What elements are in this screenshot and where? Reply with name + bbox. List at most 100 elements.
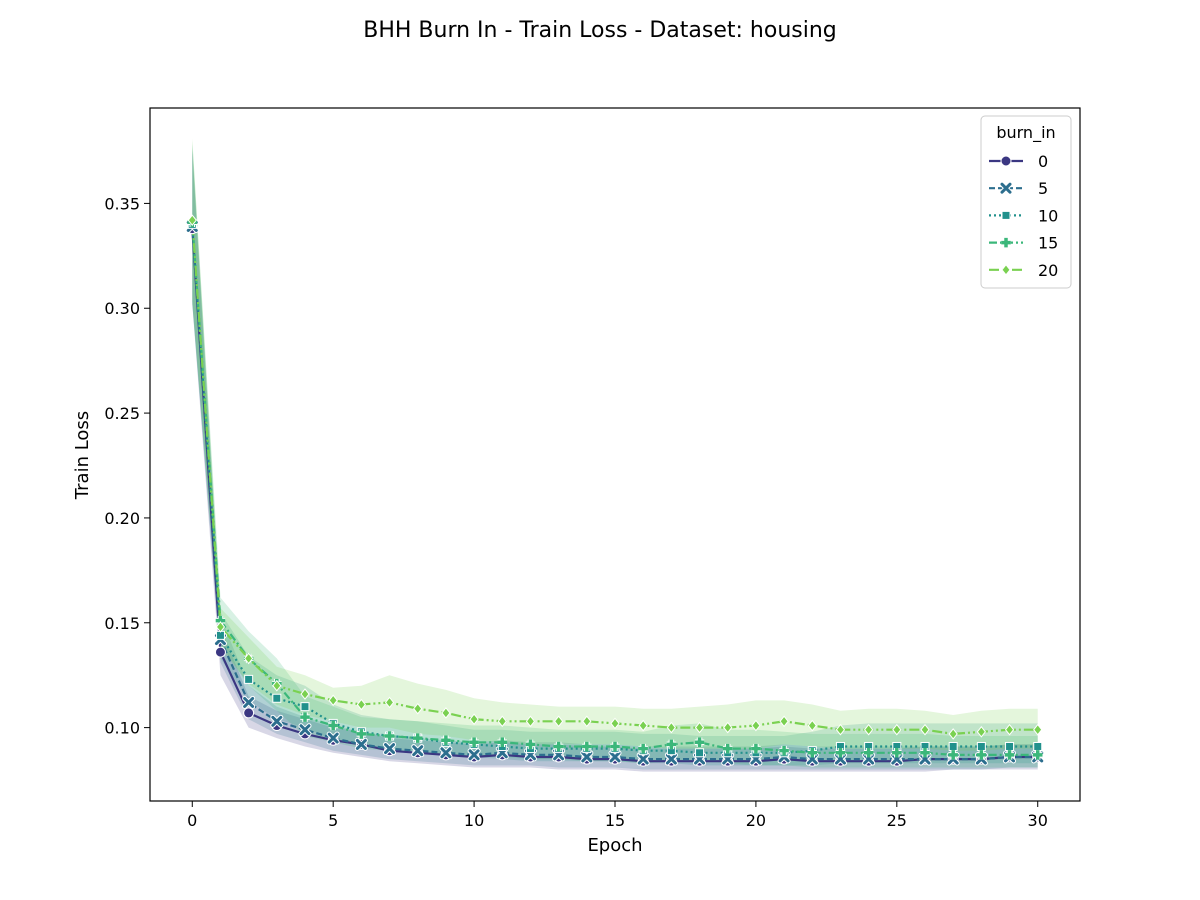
point-15-27: [948, 750, 958, 760]
legend-item-10: 10: [989, 206, 1058, 225]
point-15-10: [469, 737, 479, 748]
confidence-band-10: [192, 144, 1038, 766]
point-20-12: [525, 715, 536, 728]
point-5-3: [270, 714, 284, 728]
x-tick-label-0: 0: [187, 811, 197, 830]
point-15-16: [638, 743, 648, 754]
y-tick-label-0.2: 0.20: [104, 509, 140, 528]
x-axis-ticks: 0 5 10 15 20 25 30: [187, 801, 1048, 830]
point-20-5: [328, 694, 338, 707]
point-20-25: [892, 723, 902, 736]
point-15-18: [694, 737, 705, 748]
x-tick-label-10: 10: [464, 811, 484, 830]
legend-label-15: 15: [1038, 234, 1058, 253]
point-15-14: [582, 741, 592, 752]
legend-swatch-marker-15: [1001, 237, 1011, 248]
series-line-20: [191, 220, 1038, 736]
legend-label-20: 20: [1038, 261, 1058, 280]
point-20-11: [497, 715, 507, 728]
point-0-1: [214, 646, 226, 658]
point-20-20: [751, 719, 761, 732]
point-20-3: [272, 679, 282, 692]
point-5-7: [383, 742, 397, 756]
x-tick-label-25: 25: [887, 811, 907, 830]
legend-title: burn_in: [996, 123, 1055, 143]
point-20-15: [610, 717, 620, 730]
point-20-26: [920, 723, 930, 736]
point-15-6: [356, 729, 367, 739]
point-15-12: [525, 739, 536, 750]
x-tick-label-30: 30: [1028, 811, 1048, 830]
point-20-27: [948, 728, 958, 740]
y-tick-label-0.25: 0.25: [104, 404, 140, 423]
point-20-29: [1004, 723, 1015, 736]
point-5-10: [467, 748, 481, 762]
point-20-24: [863, 723, 874, 736]
chart-title: BHH Burn In - Train Loss - Dataset: hous…: [363, 18, 837, 43]
x-tick-label-20: 20: [746, 811, 766, 830]
point-5-16: [636, 752, 650, 766]
point-20-14: [582, 715, 592, 728]
legend-item-5: 5: [989, 179, 1048, 198]
series-line-0: [191, 228, 1038, 763]
legend-item-20: 20: [989, 261, 1058, 280]
point-20-4: [300, 688, 310, 700]
y-tick-label-0.15: 0.15: [104, 614, 140, 633]
point-15-24: [863, 748, 874, 758]
point-15-19: [722, 743, 733, 754]
y-tick-label-0.35: 0.35: [104, 194, 140, 213]
point-15-26: [920, 748, 930, 758]
point-20-1: [215, 621, 226, 633]
confidence-band-0: [192, 151, 1038, 772]
y-tick-label-0.3: 0.30: [104, 299, 140, 318]
point-15-15: [610, 741, 620, 752]
legend-swatch-marker-0: [1000, 155, 1012, 167]
legend-swatch-marker-20: [1001, 263, 1011, 276]
point-15-9: [441, 735, 451, 745]
point-15-5: [328, 720, 338, 731]
point-20-9: [441, 707, 451, 719]
confidence-band-20: [192, 138, 1038, 751]
point-20-19: [723, 721, 733, 734]
point-15-13: [553, 741, 564, 752]
point-10-29: [1005, 741, 1015, 751]
x-axis-label: Epoch: [587, 835, 642, 856]
point-20-22: [807, 719, 817, 732]
x-tick-label-15: 15: [605, 811, 625, 830]
series-markers: [185, 214, 1045, 767]
legend-swatch-marker-5: [999, 181, 1013, 195]
confidence-band-5: [192, 148, 1038, 770]
point-20-21: [779, 715, 789, 728]
point-5-5: [326, 731, 340, 745]
series-line-10: [191, 224, 1038, 754]
series-lines: [191, 220, 1038, 763]
point-10-18: [695, 748, 705, 758]
legend-swatch-marker-10: [1001, 210, 1011, 220]
series-line-5: [191, 226, 1038, 761]
point-15-8: [412, 733, 423, 743]
point-5-15: [608, 750, 622, 764]
legend-item-15: 15: [989, 234, 1058, 253]
point-20-18: [694, 721, 705, 734]
point-20-16: [638, 719, 648, 732]
point-20-10: [469, 713, 479, 726]
point-20-28: [976, 726, 987, 738]
point-15-4: [300, 712, 310, 722]
point-20-30: [1033, 723, 1043, 736]
point-15-7: [384, 731, 395, 741]
legend: burn_in 0 5 10 15 20: [980, 115, 1072, 289]
point-5-2: [242, 695, 256, 709]
confidence-bands: [192, 138, 1038, 772]
legend-item-0: 0: [989, 152, 1048, 171]
point-10-2: [244, 674, 254, 684]
point-20-13: [553, 715, 564, 728]
point-15-25: [892, 748, 902, 758]
series-line-15: [191, 222, 1038, 757]
point-5-17: [664, 752, 678, 766]
point-20-23: [835, 723, 846, 736]
legend-label-5: 5: [1038, 179, 1048, 198]
y-tick-label-0.1: 0.10: [104, 719, 140, 738]
point-10-30: [1033, 741, 1043, 751]
point-15-20: [751, 743, 761, 754]
